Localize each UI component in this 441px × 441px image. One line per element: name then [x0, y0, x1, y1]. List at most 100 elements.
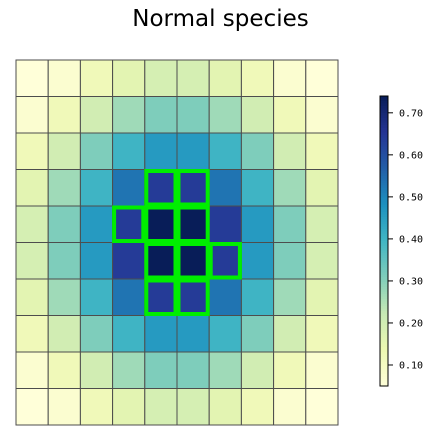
colorbar-segment	[380, 383, 388, 387]
highlighted-cell-border	[176, 242, 210, 280]
heatmap-cell	[208, 169, 242, 207]
colorbar-segment	[380, 364, 388, 368]
heatmap-cell	[15, 169, 49, 207]
heatmap-cell	[47, 59, 81, 97]
colorbar-segment	[380, 103, 388, 107]
colorbar-segment	[380, 325, 388, 329]
heatmap-cell	[208, 388, 242, 426]
highlighted-cell-border	[144, 278, 178, 316]
colorbar-segment	[380, 378, 388, 382]
heatmap-cell	[305, 132, 339, 170]
colorbar-segment	[380, 156, 388, 160]
colorbar-segment	[380, 335, 388, 339]
heatmap-cell	[15, 315, 49, 353]
colorbar-segment	[380, 226, 388, 230]
colorbar-segment	[380, 340, 388, 344]
heatmap-cell	[112, 278, 146, 316]
colorbar-segment	[380, 289, 388, 293]
colorbar-segment	[380, 270, 388, 274]
heatmap-cell	[144, 388, 178, 426]
colorbar-segment	[380, 257, 388, 261]
colorbar-segment	[380, 185, 388, 189]
colorbar-segment	[380, 187, 388, 191]
colorbar-segment	[380, 320, 388, 324]
heatmap-cell	[273, 315, 307, 353]
colorbar-tick-label: 0.40	[399, 234, 423, 245]
colorbar-segment	[380, 141, 388, 145]
colorbar-segment	[380, 221, 388, 225]
heatmap-cell	[305, 315, 339, 353]
heatmap-cell	[240, 96, 275, 134]
colorbar-segment	[380, 231, 388, 235]
heatmap-cell	[176, 169, 210, 207]
highlighted-cell-border	[176, 278, 210, 316]
colorbar-segment	[380, 202, 388, 206]
heatmap-cell	[273, 388, 307, 426]
heatmap-cell	[176, 205, 210, 243]
heatmap-cell	[208, 315, 242, 353]
colorbar-segment	[380, 366, 388, 370]
heatmap-cell	[79, 388, 114, 426]
colorbar-segment	[380, 332, 388, 336]
colorbar-segment	[380, 265, 388, 269]
highlighted-cell-border	[112, 205, 146, 243]
colorbar-segment	[380, 209, 388, 213]
colorbar-segment	[380, 127, 388, 131]
colorbar-segment	[380, 105, 388, 109]
heatmap-cell	[112, 205, 146, 243]
heatmap-cell	[15, 278, 49, 316]
heatmap-cell	[47, 278, 81, 316]
highlighted-cell-border	[176, 205, 210, 243]
heatmap-cell	[176, 242, 210, 280]
heatmap-cell	[176, 351, 210, 389]
heatmap-cell	[79, 278, 114, 316]
colorbar-segment	[380, 243, 388, 247]
colorbar-segment	[380, 352, 388, 356]
colorbar-segment	[380, 199, 388, 203]
colorbar-segment	[380, 291, 388, 295]
heatmap-cell	[305, 351, 339, 389]
colorbar-segment	[380, 115, 388, 119]
heatmap-cell	[273, 132, 307, 170]
colorbar-segment	[380, 376, 388, 380]
colorbar-segment	[380, 178, 388, 182]
highlighted-cell-border	[144, 205, 178, 243]
heatmap-cell	[144, 351, 178, 389]
heatmap-cell	[47, 315, 81, 353]
colorbar-segment	[380, 190, 388, 194]
heatmap-cell	[79, 205, 114, 243]
colorbar-segment	[380, 303, 388, 307]
highlighted-cell-border	[176, 169, 210, 207]
colorbar-segment	[380, 233, 388, 237]
colorbar-segment	[380, 158, 388, 162]
heatmap-cell	[176, 59, 210, 97]
colorbar-segment	[380, 349, 388, 353]
colorbar-segment	[380, 144, 388, 148]
colorbar-segment	[380, 308, 388, 312]
colorbar-segment	[380, 151, 388, 155]
colorbar-segment	[380, 216, 388, 220]
heatmap-cell	[273, 59, 307, 97]
colorbar: 0.10 0.20 0.30 0.40 0.50 0.60 0.70	[379, 95, 423, 387]
colorbar-segment	[380, 214, 388, 218]
colorbar-segment	[380, 173, 388, 177]
colorbar-segment	[380, 250, 388, 254]
heatmap-cell	[47, 242, 81, 280]
heatmap-cell	[144, 315, 178, 353]
heatmap-cell	[144, 278, 178, 316]
colorbar-segment	[380, 228, 388, 232]
heatmap-cell	[79, 351, 114, 389]
heatmap-cell	[112, 388, 146, 426]
colorbar-segment	[380, 96, 388, 100]
colorbar-tick-label: 0.60	[399, 150, 423, 161]
colorbar-segment	[380, 195, 388, 199]
colorbar-segment	[380, 100, 388, 104]
heatmap-cell	[144, 169, 178, 207]
colorbar-segment	[380, 146, 388, 150]
colorbar-segment	[380, 255, 388, 259]
colorbar-segment	[380, 166, 388, 170]
colorbar-segment	[380, 161, 388, 165]
heatmap-cell	[305, 205, 339, 243]
heatmap-cell	[305, 278, 339, 316]
